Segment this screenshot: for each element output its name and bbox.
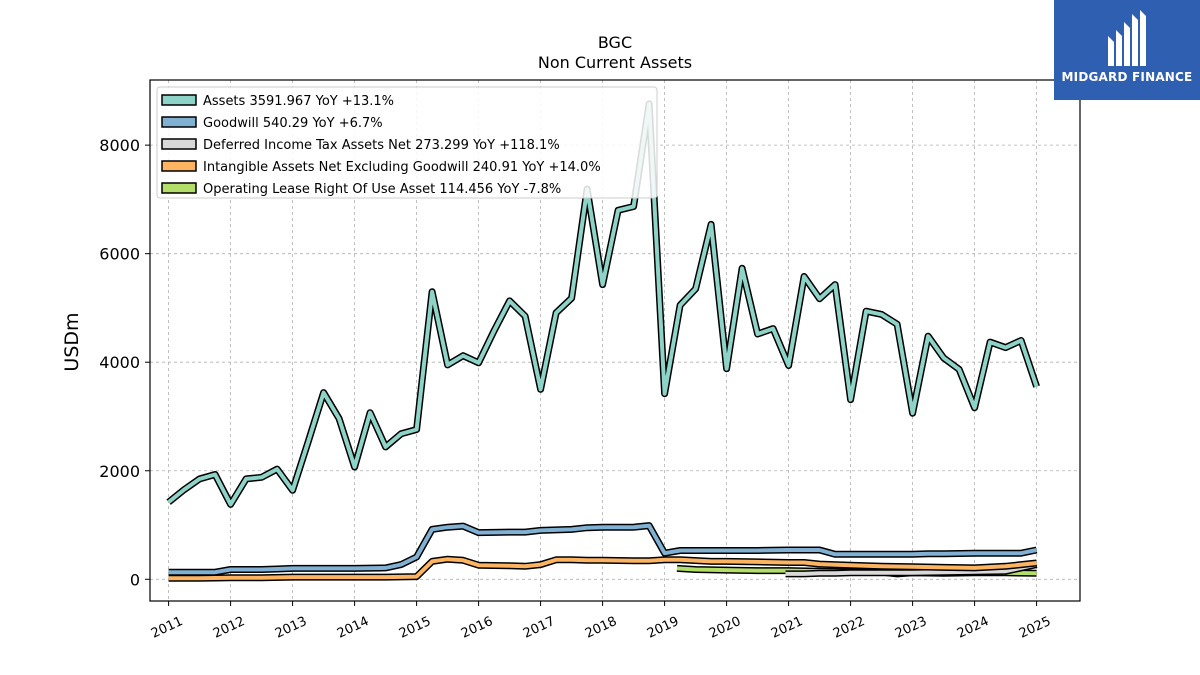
- legend-entry: Deferred Income Tax Assets Net 273.299 Y…: [203, 138, 560, 153]
- legend: Assets 3591.967 YoY +13.1% Goodwill 540.2…: [156, 86, 658, 199]
- series-line: [168, 523, 1038, 575]
- legend-swatch: [161, 116, 197, 128]
- legend-box: [156, 86, 658, 199]
- legend-swatch: [161, 160, 197, 172]
- x-tick-label: 2018: [583, 614, 619, 642]
- midgard-logo-mark-icon: [1108, 10, 1146, 66]
- legend-entry: Assets 3591.967 YoY +13.1%: [203, 94, 394, 109]
- x-tick-label: 2011: [149, 614, 185, 642]
- y-tick-label: 6000: [99, 245, 140, 264]
- y-tick-label: 8000: [99, 136, 140, 155]
- legend-entry: Intangible Assets Net Excluding Goodwill…: [203, 160, 601, 175]
- y-axis-label: USDm: [61, 312, 83, 371]
- legend-entry: Goodwill 540.29 YoY +6.7%: [203, 116, 383, 131]
- legend-swatch: [161, 138, 197, 150]
- x-tick-label: 2013: [273, 614, 309, 642]
- y-tick-label: 4000: [99, 353, 140, 372]
- y-tick-label: 2000: [99, 462, 140, 481]
- x-tick-label: 2016: [459, 614, 495, 642]
- x-tick-label: 2017: [521, 614, 557, 642]
- legend-swatch: [161, 182, 197, 194]
- series-layer: [166, 100, 1040, 582]
- x-tick-label: 2019: [645, 614, 681, 642]
- series-line: [785, 562, 1038, 576]
- series-line: [167, 101, 1039, 507]
- logo-text: MIDGARD FINANCE: [1061, 70, 1193, 84]
- chart-title: BGC: [598, 33, 632, 52]
- x-tick-label: 2021: [769, 614, 805, 642]
- chart-subtitle: Non Current Assets: [538, 53, 692, 72]
- series-line: [168, 557, 1037, 581]
- grid: [150, 80, 1080, 601]
- x-tick-label: 2025: [1017, 614, 1053, 642]
- legend-swatch: [161, 94, 197, 106]
- x-tick-label: 2015: [397, 614, 433, 642]
- y-tick-label: 0: [130, 570, 140, 589]
- x-tick-label: 2024: [955, 614, 991, 642]
- legend-entry: Operating Lease Right Of Use Asset 114.4…: [203, 182, 561, 197]
- x-tick-label: 2023: [893, 614, 929, 642]
- x-tick-label: 2020: [707, 614, 743, 642]
- x-tick-label: 2012: [211, 614, 247, 642]
- brand-logo: MIDGARD FINANCE: [1054, 0, 1200, 100]
- x-tick-label: 2022: [831, 614, 867, 642]
- plot-frame: [149, 79, 1081, 602]
- x-tick-label: 2014: [335, 614, 371, 642]
